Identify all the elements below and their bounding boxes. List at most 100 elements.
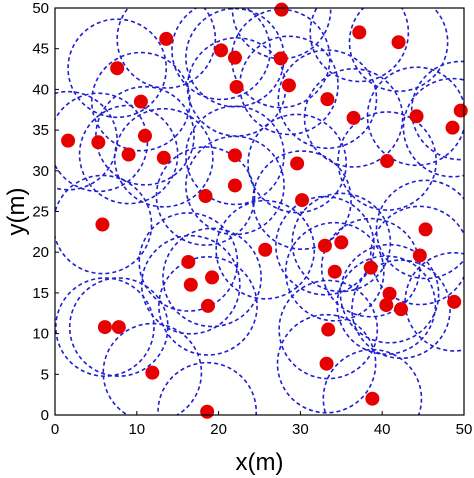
coverage-circle [278, 279, 379, 380]
node-point [133, 94, 148, 109]
axis-ticks: 0 10 20 30 40 50 0 5 10 15 20 25 30 35 40 45 50 [32, 0, 472, 438]
coverage-circle [138, 212, 239, 312]
node-point [97, 320, 112, 335]
node-point [346, 110, 361, 125]
coverage-circle [78, 104, 179, 205]
node-point [327, 264, 342, 279]
coverage-circle [275, 195, 375, 296]
node-point [214, 43, 229, 58]
coverage-circle [67, 18, 168, 119]
coverage-circles [55, 8, 464, 415]
node-point [227, 50, 242, 65]
node-point [273, 51, 288, 66]
x-tick-label: 10 [128, 421, 145, 438]
coverage-circle [140, 234, 241, 335]
x-axis-label: x(m) [236, 449, 284, 476]
node-point [334, 235, 349, 250]
x-tick-label: 20 [210, 421, 227, 438]
y-tick-label: 10 [32, 326, 49, 343]
node-point [198, 189, 213, 204]
coverage-circle [322, 348, 423, 415]
coverage-circle [116, 8, 217, 89]
y-tick-label: 35 [32, 122, 49, 139]
coverage-circle [339, 243, 440, 344]
node-point [183, 277, 198, 292]
coverage-circle [155, 146, 256, 246]
node-point [445, 120, 460, 135]
y-tick-label: 45 [32, 41, 49, 58]
coverage-circle [351, 259, 451, 360]
coverage-circle [276, 313, 377, 414]
node-point [319, 356, 334, 371]
node-point [447, 294, 462, 309]
node-point [453, 103, 468, 118]
coverage-circle [309, 8, 410, 83]
node-point [200, 404, 215, 419]
node-point [317, 238, 332, 253]
node-point [137, 128, 152, 143]
node-point [394, 302, 409, 317]
node-point [227, 148, 242, 163]
node-point [391, 35, 406, 50]
coverage-circle [239, 35, 339, 136]
coverage-circle [113, 107, 214, 208]
node-point [111, 320, 126, 335]
y-tick-label: 0 [41, 407, 49, 424]
coverage-circle [231, 8, 332, 60]
node-point [61, 133, 76, 148]
node-point [290, 156, 305, 171]
coverage-circle [215, 199, 316, 300]
node-point [380, 154, 395, 169]
node-point [321, 322, 336, 337]
node-point [227, 178, 242, 193]
node-point [200, 298, 215, 313]
y-tick-label: 40 [32, 81, 49, 98]
node-point [281, 78, 296, 93]
node-point [409, 109, 424, 124]
coverage-circle [185, 135, 285, 236]
node-point [121, 147, 136, 162]
sensor-nodes [61, 2, 468, 419]
coverage-circle [291, 192, 392, 293]
coverage-circle [247, 113, 348, 214]
x-tick-label: 30 [292, 421, 309, 438]
coverage-circle [55, 174, 153, 275]
node-point [320, 92, 335, 107]
coverage-circle [158, 256, 258, 356]
coverage-circle [336, 255, 437, 355]
node-point [365, 391, 380, 406]
y-tick-label: 20 [32, 244, 49, 261]
node-point [145, 365, 160, 380]
y-tick-label: 5 [41, 366, 49, 383]
y-tick-label: 50 [32, 0, 49, 17]
y-axis-label: y(m) [3, 188, 30, 236]
node-point [412, 248, 427, 263]
coverage-circle [157, 361, 258, 415]
node-point [91, 135, 106, 150]
node-point [159, 31, 174, 46]
node-point [352, 25, 367, 40]
node-point [156, 150, 171, 165]
x-tick-label: 40 [374, 421, 391, 438]
node-point [110, 61, 125, 76]
coverage-circle [252, 150, 352, 250]
x-tick-label: 0 [51, 421, 59, 438]
node-point [379, 298, 394, 313]
y-tick-label: 25 [32, 204, 49, 221]
y-tick-label: 15 [32, 285, 49, 302]
coverage-circle [102, 322, 203, 415]
node-point [258, 242, 273, 257]
node-point [274, 2, 289, 17]
node-point [363, 260, 378, 275]
node-point [295, 193, 310, 208]
coverage-circle [55, 277, 155, 377]
x-tick-label: 50 [456, 421, 473, 438]
node-point [229, 79, 244, 94]
y-tick-label: 30 [32, 163, 49, 180]
coverage-circle [68, 277, 169, 377]
coverage-circle [162, 227, 262, 328]
coverage-circle [95, 85, 195, 186]
node-point [95, 217, 110, 232]
node-point [205, 270, 220, 285]
